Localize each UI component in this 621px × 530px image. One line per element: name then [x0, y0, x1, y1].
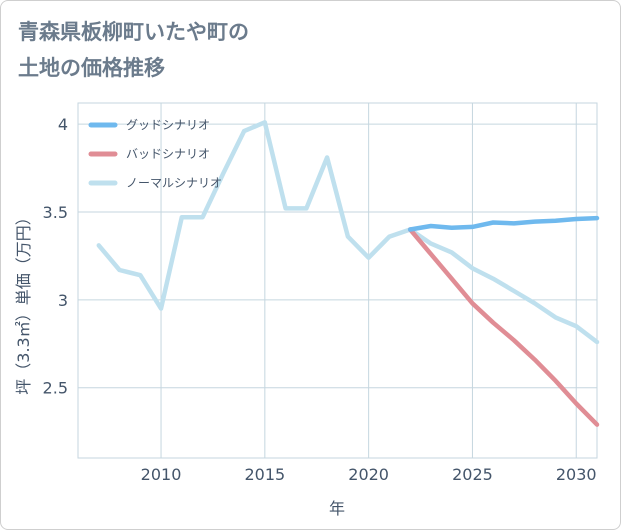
series-layer: [96, 120, 600, 427]
x-tick-label: 2025: [452, 465, 493, 484]
grid-layer: [77, 102, 598, 459]
chart-title: 青森県板柳町いたや町の 土地の価格推移: [18, 14, 249, 86]
x-axis-title: 年: [329, 499, 345, 518]
y-tick-label: 4: [58, 115, 68, 134]
plot-frame: [77, 102, 598, 459]
series-line-good: [407, 215, 600, 232]
y-tick-label: 3.5: [43, 203, 68, 222]
series-line-bad: [407, 227, 600, 427]
legend-label-bad: バッドシナリオ: [126, 147, 210, 161]
y-tick-label: 3: [58, 291, 68, 310]
legend-label-normal: ノーマルシナリオ: [126, 176, 222, 190]
x-tick-label: 2015: [244, 465, 285, 484]
legend: グッドシナリオ バッドシナリオ ノーマルシナリオ: [88, 118, 222, 190]
y-tick-label: 2.5: [43, 379, 68, 398]
y-axis-title: 坪（3.3㎡）単価（万円）: [14, 209, 33, 394]
tick-layer: 2010 2015 2020 2025 2030 2.5 3 3.5 4: [43, 115, 597, 484]
x-tick-label: 2020: [348, 465, 389, 484]
chart-title-line-2: 土地の価格推移: [18, 56, 165, 80]
x-tick-label: 2030: [556, 465, 597, 484]
x-tick-label: 2010: [141, 465, 182, 484]
chart-title-line-1: 青森県板柳町いたや町の: [18, 20, 249, 44]
series-line-normal: [96, 120, 600, 345]
legend-label-good: グッドシナリオ: [126, 118, 210, 132]
